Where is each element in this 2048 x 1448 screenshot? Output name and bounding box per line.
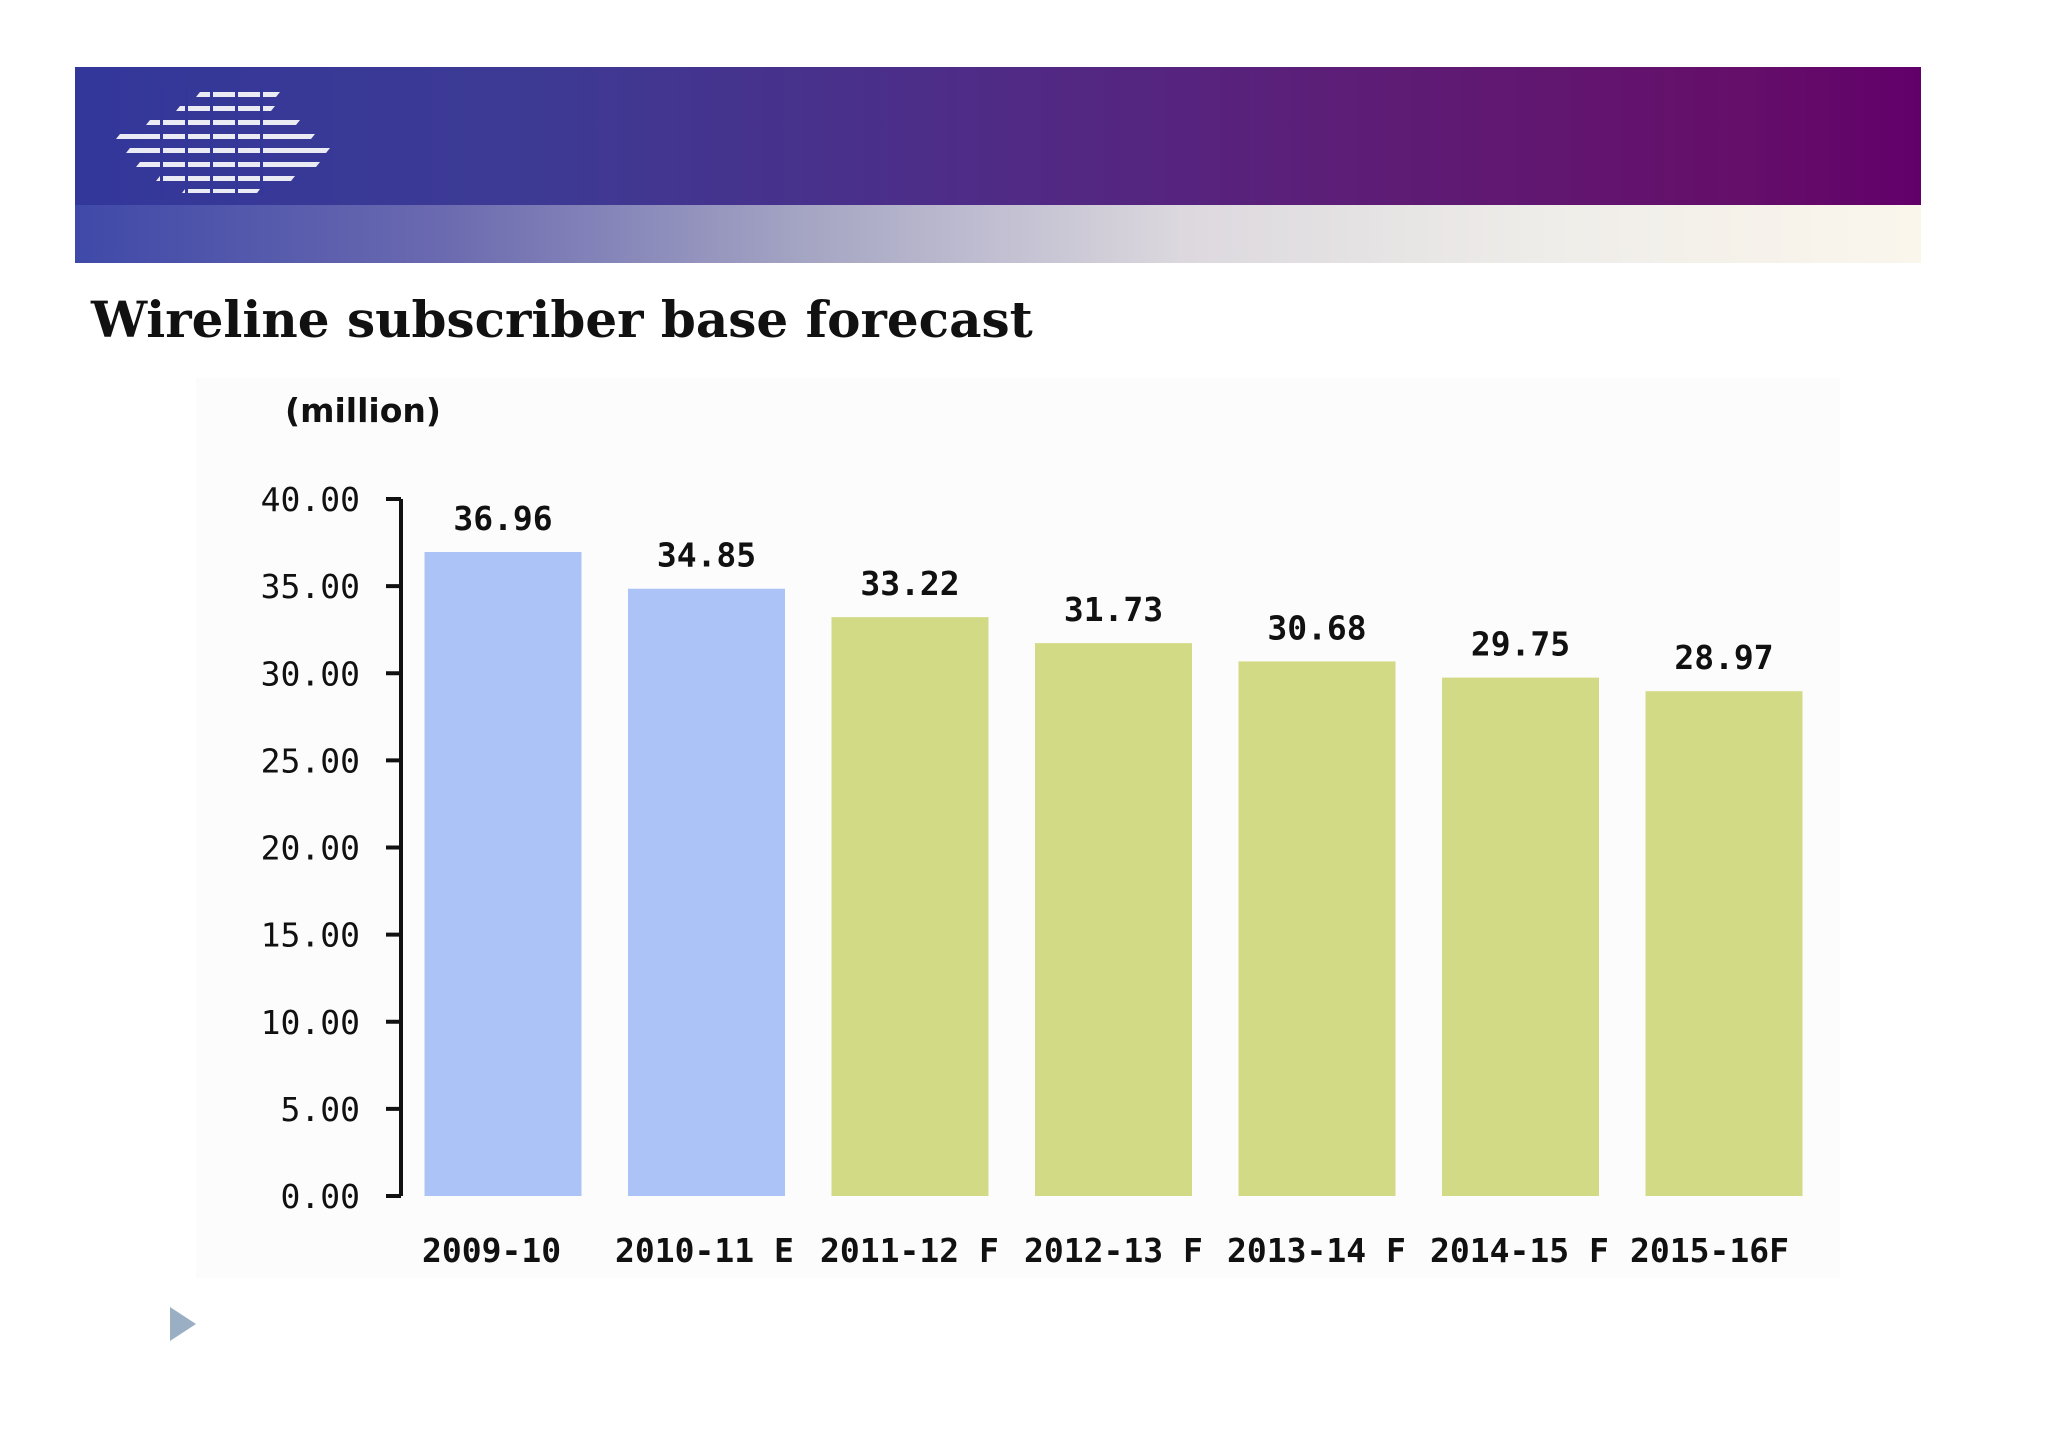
y-axis-ticks: 0.00 5.00 10.00 15.00 20.00 25.00 30.00 35.00 40… xyxy=(261,480,401,1216)
x-tick-label: 2015-16F xyxy=(1630,1231,1789,1270)
value-label: 36.96 xyxy=(453,499,552,538)
y-tick-label: 35.00 xyxy=(261,567,360,606)
bar-2009-10 xyxy=(424,551,582,1196)
bar-2013-14f xyxy=(1238,661,1396,1196)
x-tick-label: 2011-12 F xyxy=(820,1231,999,1270)
y-tick-label: 0.00 xyxy=(281,1177,360,1216)
value-label: 30.68 xyxy=(1267,608,1366,647)
header-gradient-strip xyxy=(75,205,1921,263)
x-tick-label: 2009-10 xyxy=(422,1231,561,1270)
x-axis-labels: 2009-10 2010-11 E 2011-12 F 2012-13 F 2013-1… xyxy=(422,1231,1789,1270)
slide-title: Wireline subscriber base forecast xyxy=(91,290,1033,349)
bar-2012-13f xyxy=(1035,643,1192,1196)
y-tick-label: 15.00 xyxy=(261,916,360,955)
y-tick-label: 5.00 xyxy=(281,1090,360,1129)
bar-2015-16f xyxy=(1645,691,1803,1196)
value-label: 33.22 xyxy=(860,564,959,603)
play-triangle-icon[interactable] xyxy=(168,1305,198,1343)
y-tick-label: 30.00 xyxy=(261,654,360,693)
x-tick-label: 2010-11 E xyxy=(615,1231,794,1270)
y-tick-label: 20.00 xyxy=(261,829,360,868)
bar-2011-12f xyxy=(831,617,989,1196)
y-tick-label: 40.00 xyxy=(261,480,360,519)
bars xyxy=(424,551,1803,1196)
value-label: 34.85 xyxy=(657,536,756,575)
striped-logo-icon xyxy=(116,86,330,196)
x-tick-label: 2013-14 F xyxy=(1227,1231,1406,1270)
value-label: 29.75 xyxy=(1471,625,1570,664)
value-label: 31.73 xyxy=(1064,590,1163,629)
x-tick-label: 2012-13 F xyxy=(1024,1231,1203,1270)
y-tick-label: 25.00 xyxy=(261,741,360,780)
y-axis-unit-label: (million) xyxy=(285,391,441,430)
value-labels: 36.96 34.85 33.22 31.73 30.68 29.75 28.97 xyxy=(453,499,1773,677)
value-label: 28.97 xyxy=(1674,638,1773,677)
bar-2010-11e xyxy=(628,588,785,1196)
y-tick-label: 10.00 xyxy=(261,1003,360,1042)
x-tick-label: 2014-15 F xyxy=(1430,1231,1609,1270)
header-banner xyxy=(75,67,1921,205)
bar-2014-15f xyxy=(1442,677,1599,1196)
